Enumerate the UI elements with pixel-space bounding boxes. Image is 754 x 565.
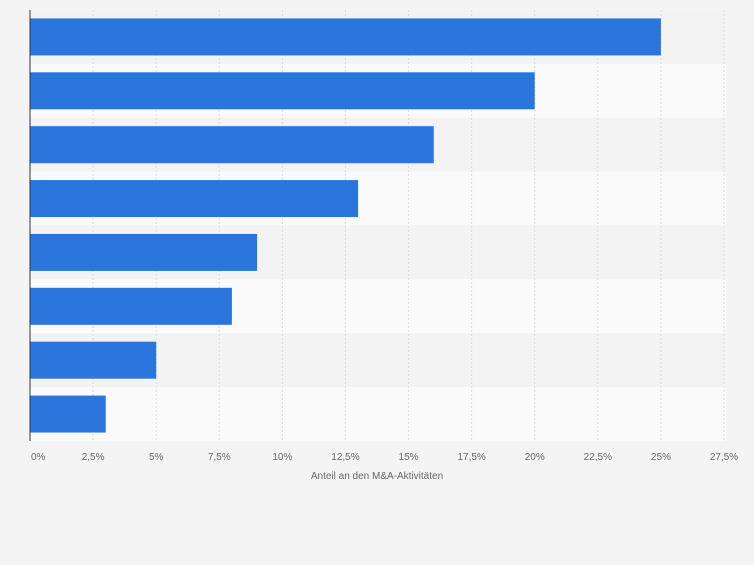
x-tick-label: 2,5% — [82, 452, 105, 463]
bar — [30, 287, 232, 325]
x-tick-labels: 0% 2,5% 5% 7,5% 10% 12,5% 15% 17,5% 20% 22,5% 25% 2… — [31, 452, 738, 463]
x-tick-label: 25% — [651, 452, 671, 463]
x-tick-label: 12,5% — [331, 452, 359, 463]
x-tick-label: 7,5% — [208, 452, 231, 463]
bar — [30, 180, 359, 218]
bar — [30, 126, 434, 164]
x-tick-label: 15% — [399, 452, 419, 463]
bar — [30, 233, 258, 271]
bar — [30, 18, 661, 56]
row-band — [30, 387, 726, 441]
bar — [30, 72, 535, 110]
bar — [30, 341, 157, 379]
x-tick-label: 10% — [272, 452, 292, 463]
x-tick-label: 20% — [525, 452, 545, 463]
x-tick-label: 5% — [149, 452, 164, 463]
x-tick-label: 22,5% — [584, 452, 612, 463]
x-tick-label: 27,5% — [710, 452, 738, 463]
bar — [30, 395, 106, 433]
x-tick-label: 0% — [31, 452, 46, 463]
x-tick-label: 17,5% — [457, 452, 485, 463]
x-axis-label: Anteil an den M&A-Aktivitäten — [311, 471, 443, 482]
bars — [30, 18, 661, 433]
